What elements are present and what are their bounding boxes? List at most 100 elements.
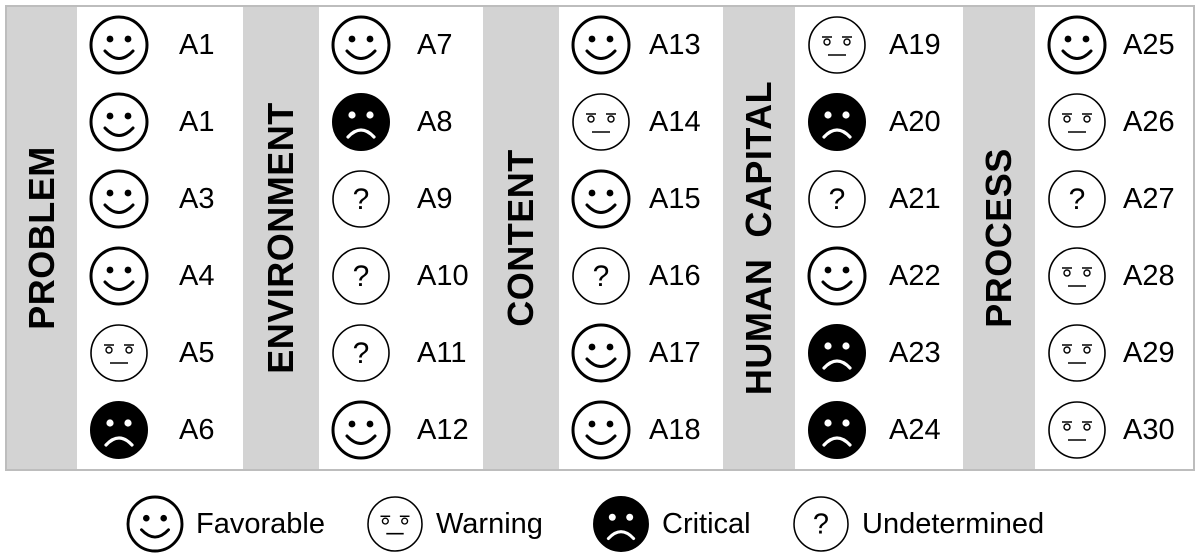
favorable-face-icon bbox=[571, 169, 631, 229]
legend-label: Warning bbox=[436, 508, 543, 540]
group-label: HUMAN CAPITAL bbox=[723, 7, 795, 469]
status-item: A28 bbox=[1035, 238, 1200, 315]
item-code: A3 bbox=[179, 183, 215, 215]
group-label-text: ENVIRONMENT bbox=[260, 102, 301, 374]
status-item: A20 bbox=[795, 84, 961, 161]
warning-face-icon bbox=[1048, 247, 1106, 305]
status-item: A29 bbox=[1035, 315, 1200, 392]
item-code: A22 bbox=[889, 260, 941, 292]
item-code: A20 bbox=[889, 106, 941, 138]
svg-text:?: ? bbox=[353, 260, 370, 293]
status-item: ? A10 bbox=[319, 238, 485, 315]
critical-face-icon bbox=[808, 93, 866, 151]
favorable-face-icon bbox=[89, 169, 149, 229]
legend: Favorable Warning Critical ? Undetermined bbox=[0, 490, 1200, 556]
favorable-face-icon bbox=[89, 246, 149, 306]
status-item: ? A21 bbox=[795, 161, 961, 238]
status-item: A14 bbox=[559, 84, 725, 161]
item-code: A14 bbox=[649, 106, 701, 138]
critical-face-icon bbox=[332, 93, 390, 151]
item-code: A19 bbox=[889, 29, 941, 61]
item-code: A7 bbox=[417, 29, 453, 61]
status-item: A13 bbox=[559, 7, 725, 84]
status-item: A26 bbox=[1035, 84, 1200, 161]
svg-text:?: ? bbox=[353, 337, 370, 370]
undetermined-face-icon: ? bbox=[793, 496, 849, 552]
warning-face-icon bbox=[1048, 93, 1106, 151]
group-label: ENVIRONMENT bbox=[243, 7, 319, 469]
warning-face-icon bbox=[90, 324, 148, 382]
favorable-face-icon bbox=[807, 246, 867, 306]
item-code: A1 bbox=[179, 106, 215, 138]
item-code: A23 bbox=[889, 337, 941, 369]
critical-face-icon bbox=[90, 401, 148, 459]
favorable-face-icon bbox=[571, 323, 631, 383]
favorable-face-icon bbox=[331, 15, 391, 75]
item-code: A17 bbox=[649, 337, 701, 369]
group-label: CONTENT bbox=[483, 7, 559, 469]
item-code: A5 bbox=[179, 337, 215, 369]
favorable-face-icon bbox=[1047, 15, 1107, 75]
status-item: A18 bbox=[559, 392, 725, 469]
warning-face-icon bbox=[572, 93, 630, 151]
item-code: A27 bbox=[1123, 183, 1175, 215]
undetermined-face-icon: ? bbox=[332, 324, 390, 382]
item-code: A8 bbox=[417, 106, 453, 138]
status-item: ? A9 bbox=[319, 161, 485, 238]
group-label-text: PROCESS bbox=[978, 148, 1019, 328]
undetermined-face-icon: ? bbox=[1048, 170, 1106, 228]
status-item: A1 bbox=[77, 7, 243, 84]
item-code: A16 bbox=[649, 260, 701, 292]
warning-face-icon bbox=[367, 496, 423, 552]
undetermined-face-icon: ? bbox=[332, 247, 390, 305]
status-item: A24 bbox=[795, 392, 961, 469]
warning-face-icon bbox=[808, 16, 866, 74]
critical-face-icon bbox=[808, 401, 866, 459]
undetermined-face-icon: ? bbox=[808, 170, 866, 228]
status-item: A12 bbox=[319, 392, 485, 469]
item-code: A26 bbox=[1123, 106, 1175, 138]
undetermined-face-icon: ? bbox=[572, 247, 630, 305]
group-label-text: PROBLEM bbox=[21, 146, 62, 330]
item-code: A12 bbox=[417, 414, 469, 446]
favorable-face-icon bbox=[571, 400, 631, 460]
status-item: A5 bbox=[77, 315, 243, 392]
legend-label: Undetermined bbox=[862, 508, 1045, 540]
status-item: A1 bbox=[77, 84, 243, 161]
undetermined-face-icon: ? bbox=[332, 170, 390, 228]
svg-text:?: ? bbox=[353, 183, 370, 216]
item-code: A1 bbox=[179, 29, 215, 61]
item-code: A24 bbox=[889, 414, 941, 446]
group-label: PROCESS bbox=[963, 7, 1035, 469]
warning-face-icon bbox=[1048, 324, 1106, 382]
status-item: ? A16 bbox=[559, 238, 725, 315]
critical-face-icon bbox=[808, 324, 866, 382]
status-item: A15 bbox=[559, 161, 725, 238]
status-item: A7 bbox=[319, 7, 485, 84]
status-item: ? A11 bbox=[319, 315, 485, 392]
item-code: A10 bbox=[417, 260, 469, 292]
status-item: ? A27 bbox=[1035, 161, 1200, 238]
item-code: A11 bbox=[417, 337, 467, 369]
group-label-text: HUMAN CAPITAL bbox=[738, 80, 779, 396]
status-item: A8 bbox=[319, 84, 485, 161]
status-item: A19 bbox=[795, 7, 961, 84]
favorable-face-icon bbox=[331, 400, 391, 460]
svg-text:?: ? bbox=[1069, 183, 1086, 216]
item-code: A18 bbox=[649, 414, 701, 446]
warning-face-icon bbox=[1048, 401, 1106, 459]
status-item: A23 bbox=[795, 315, 961, 392]
group-label: PROBLEM bbox=[7, 7, 77, 469]
status-grid: PROBLEM A1 A1 A3 A4 A5 A6 ENVIRONMENT A7 bbox=[5, 5, 1195, 471]
item-code: A21 bbox=[889, 183, 941, 215]
svg-text:?: ? bbox=[813, 509, 829, 541]
status-item: A6 bbox=[77, 392, 243, 469]
status-item: A3 bbox=[77, 161, 243, 238]
favorable-face-icon bbox=[571, 15, 631, 75]
item-code: A28 bbox=[1123, 260, 1175, 292]
favorable-face-icon bbox=[89, 15, 149, 75]
favorable-face-icon bbox=[126, 495, 184, 553]
status-item: A25 bbox=[1035, 7, 1200, 84]
status-item: A30 bbox=[1035, 392, 1200, 469]
status-item: A17 bbox=[559, 315, 725, 392]
